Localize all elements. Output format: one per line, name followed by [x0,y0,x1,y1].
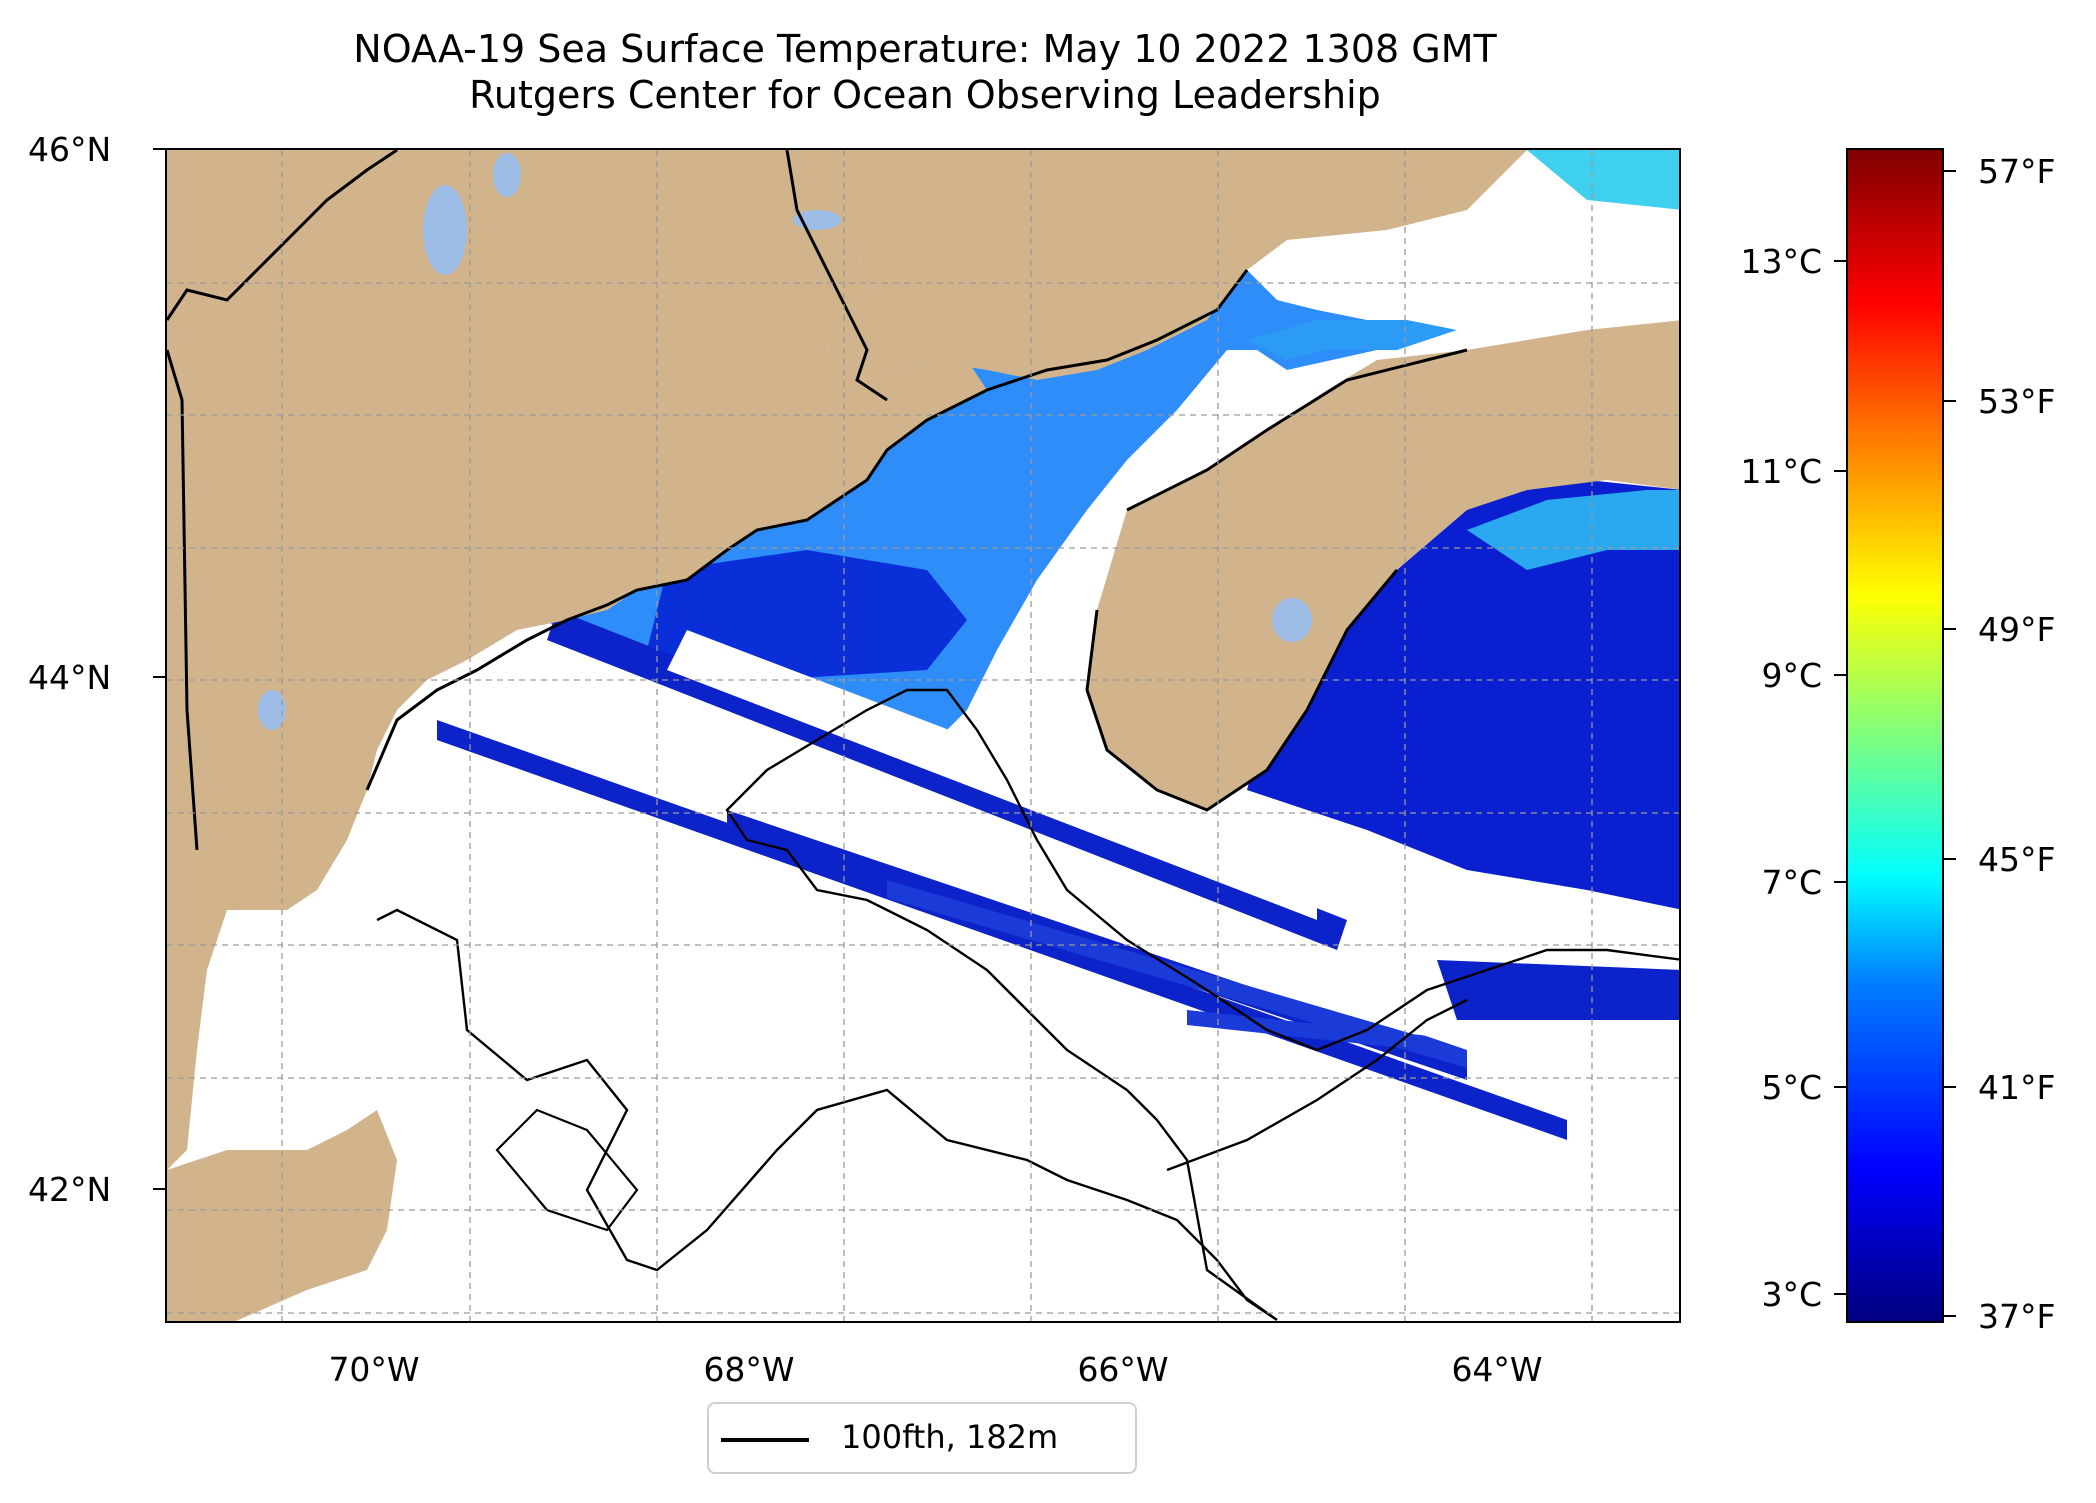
lake-3 [258,690,286,730]
colorbar-label-53f: 53°F [1978,382,2056,421]
swath-gap-1 [667,630,1317,920]
title-line-1: NOAA-19 Sea Surface Temperature: May 10 … [353,27,1497,71]
cb-tick-left-11 [1834,470,1846,472]
lat-tick-44 [153,676,165,678]
swath-strip-4 [887,880,1467,1068]
lon-label-64w: 64°W [1451,1350,1543,1389]
colorbar [1846,148,1944,1323]
map-canvas [167,150,1679,1321]
legend-label: 100fth, 182m [841,1418,1059,1456]
colorbar-label-5c: 5°C [1761,1068,1822,1107]
lon-label-66w: 66°W [1077,1350,1169,1389]
bathymetry-contour-georges [1166,998,1468,1172]
lake-4 [1272,598,1312,642]
lake-2 [493,153,521,197]
coastline-left-edge [167,349,199,851]
colorbar-label-11c: 11°C [1740,452,1822,491]
cb-tick-left-13 [1834,260,1846,262]
lake-1 [423,185,467,275]
cb-tick-left-5 [1834,1086,1846,1088]
colorbar-label-45f: 45°F [1978,840,2056,879]
coastline-gulf [365,269,1249,791]
colorbar-label-7c: 7°C [1761,863,1822,902]
cb-tick-left-7 [1834,881,1846,883]
lat-tick-46 [153,148,165,150]
coastline-us [167,150,398,321]
cb-tick-right-49 [1944,628,1956,630]
cb-tick-right-45 [1944,858,1956,860]
coastline-border [785,150,888,402]
swath-gap-2 [587,730,1467,1050]
colorbar-label-13c: 13°C [1740,242,1822,281]
swath-strip-6 [1437,960,1679,1020]
lat-label-42: 42°N [28,1170,112,1209]
sst-far-upper-right [1527,150,1679,210]
cb-tick-right-57 [1944,170,1956,172]
land-cape-cod [167,1110,397,1321]
colorbar-label-3c: 3°C [1761,1275,1822,1314]
cb-tick-left-9 [1834,674,1846,676]
sst-shelf-warm-band [1467,490,1679,570]
map-panel[interactable] [165,148,1681,1323]
title-line-2: Rutgers Center for Ocean Observing Leade… [469,73,1381,117]
lake-5 [793,210,841,230]
cb-tick-left-3 [1834,1293,1846,1295]
colorbar-label-37f: 37°F [1978,1297,2056,1336]
land-new-brunswick [787,150,1527,380]
legend: 100fth, 182m [707,1402,1137,1474]
cb-tick-right-37 [1944,1315,1956,1317]
lon-label-70w: 70°W [328,1350,420,1389]
cb-tick-right-53 [1944,400,1956,402]
lat-label-46: 46°N [28,130,112,169]
chart-title: NOAA-19 Sea Surface Temperature: May 10 … [0,26,1850,118]
lat-tick-42 [153,1188,165,1190]
colorbar-label-57f: 57°F [1978,152,2056,191]
colorbar-label-41f: 41°F [1978,1068,2056,1107]
colorbar-label-49f: 49°F [1978,610,2056,649]
lat-label-44: 44°N [28,658,112,697]
gridlines [167,150,1679,1321]
coastline-nova-scotia [1085,348,1468,812]
land-nova-scotia [1087,320,1679,810]
legend-line-swatch [721,1438,809,1442]
land-maine [167,150,987,1170]
colorbar-label-9c: 9°C [1761,656,1822,695]
cb-tick-right-41 [1944,1086,1956,1088]
lon-label-68w: 68°W [703,1350,795,1389]
